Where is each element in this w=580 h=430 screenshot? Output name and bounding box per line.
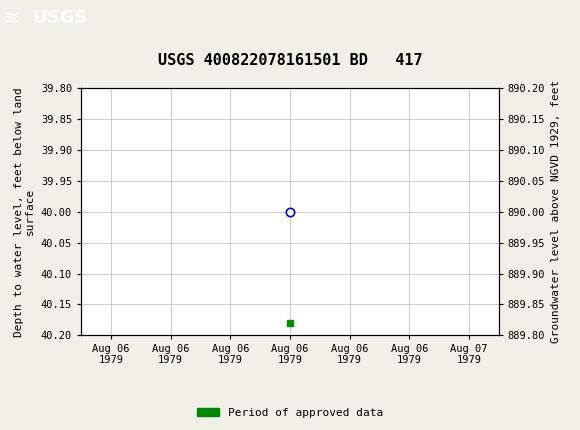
Text: USGS 400822078161501 BD   417: USGS 400822078161501 BD 417 xyxy=(158,53,422,68)
Legend: Period of approved data: Period of approved data xyxy=(193,403,387,422)
Y-axis label: Groundwater level above NGVD 1929, feet: Groundwater level above NGVD 1929, feet xyxy=(551,80,561,344)
Text: USGS: USGS xyxy=(32,9,87,27)
Text: ≋: ≋ xyxy=(3,9,19,28)
Y-axis label: Depth to water level, feet below land
surface: Depth to water level, feet below land su… xyxy=(14,87,35,337)
